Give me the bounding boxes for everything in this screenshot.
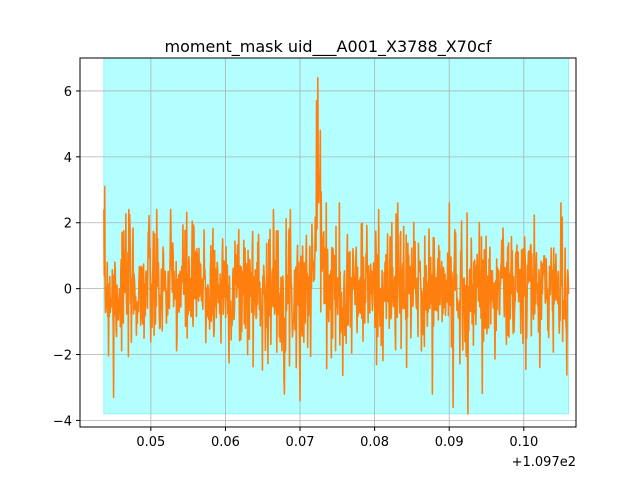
x-tick-label-3: 0.08 [360,435,389,450]
series-line-0 [103,76,570,415]
plot-area: 0.05 0.06 0.07 0.08 0.09 0.10 −4 −2 0 2 4 6 [53,57,577,450]
y-tick-label-4: 4 [64,151,72,166]
x-offset-label: +1.097e2 [512,455,576,470]
x-tick-label-5: 0.10 [509,435,538,450]
y-tick-label-5: 6 [64,85,72,100]
x-tick-label-4: 0.09 [435,435,464,450]
y-tick-label-0: −4 [53,414,72,429]
y-tick-label-1: −2 [53,349,72,364]
chart-title: moment_mask uid___A001_X3788_X70cf [165,37,492,57]
y-tick-label-3: 2 [64,217,72,232]
y-tick-label-2: 0 [64,283,72,298]
x-tick-label-0: 0.05 [136,435,165,450]
axes-frame [79,57,577,428]
x-tick-label-1: 0.06 [211,435,240,450]
x-tick-label-2: 0.07 [286,435,315,450]
